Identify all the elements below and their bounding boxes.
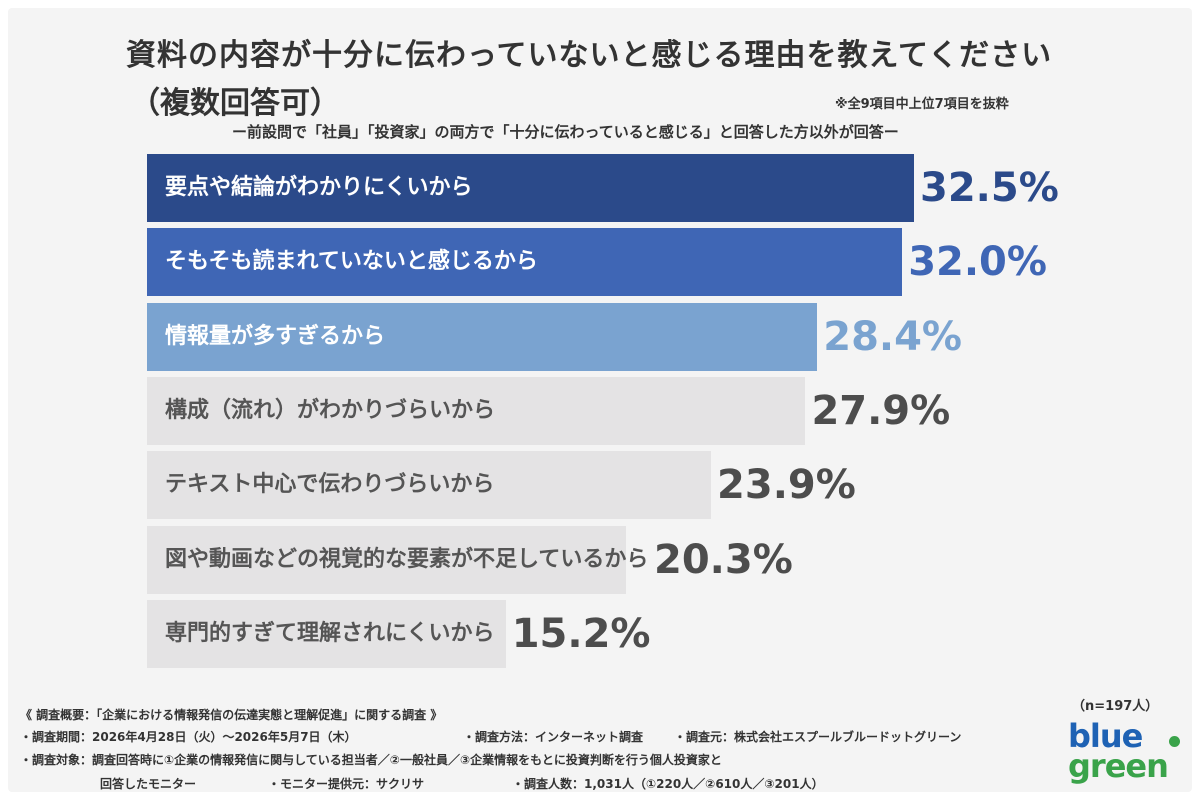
- bar-chart: 要点や結論がわかりにくいから 32.5% そもそも読まれていないと感じるから 32.0…: [147, 154, 1059, 668]
- survey-method: ・調査方法：インターネット調査: [463, 730, 644, 744]
- bar-1: [147, 154, 914, 222]
- bar-label-5: テキスト中心で伝わりづらいから: [165, 472, 495, 498]
- bar-value-5: 23.9%: [717, 462, 856, 509]
- bar-value-1: 32.5%: [920, 165, 1059, 211]
- logo-text-green: green: [1068, 747, 1169, 785]
- sample-size: （n=197人）: [1072, 699, 1159, 714]
- bar-3: [147, 302, 818, 371]
- chart-title: 資料の内容が十分に伝わっていないと感じる理由を教えてください: [126, 38, 1053, 73]
- excerpt-note: ※全9項目中上位7項目を抜粋: [835, 97, 1009, 112]
- survey-period: ・調査期間：2026年4月28日（火）〜2026年5月7日（木）: [20, 730, 357, 744]
- bar-2: [147, 228, 903, 297]
- bar-label-2: そもそも読まれていないと感じるから: [165, 249, 538, 275]
- bar-label-3: 情報量が多すぎるから: [165, 323, 386, 349]
- bar-value-4: 27.9%: [811, 387, 951, 434]
- logo-text-blue: blue: [1068, 717, 1143, 755]
- bar-label-4: 構成（流れ）がわかりづらいから: [165, 397, 496, 423]
- bar-label-1: 要点や結論がわかりにくいから: [165, 175, 473, 200]
- survey-source: ・調査元：株式会社エスプールブルードットグリーン: [674, 730, 962, 744]
- survey-overview: 《 調査概要：「企業における情報発信の伝達実態と理解促進」に関する調査 》: [20, 708, 443, 722]
- bar-value-3: 28.4%: [823, 313, 963, 360]
- chart-subtitle: ー前設問で「社員」「投資家」の両方で「十分に伝わっていると感じる」と回答した方以…: [232, 123, 899, 141]
- bar-label-6: 図や動画などの視覚的な要素が不足しているから: [165, 546, 649, 572]
- bluegreen-logo: blue green: [1068, 720, 1188, 790]
- bar-4: [147, 376, 806, 445]
- bar-label-7: 専門的すぎて理解されにくいから: [165, 620, 495, 646]
- chart-title-line2: （複数回答可）: [130, 86, 340, 121]
- bar-5: [147, 451, 712, 520]
- bar-7: [147, 599, 506, 668]
- bar-6: [147, 525, 627, 594]
- bar-value-7: 15.2%: [511, 610, 651, 657]
- survey-count: ・調査人数：1,031人（①220人／②610人／③201人）: [512, 777, 824, 791]
- logo-dot: [1169, 736, 1180, 747]
- bar-value-2: 32.0%: [908, 239, 1047, 286]
- bar-value-6: 20.3%: [654, 536, 793, 583]
- survey-target: ・調査対象：調査回答時に①企業の情報発信に関与している担当者／②一般社員／③企業…: [20, 753, 722, 767]
- monitor-provider: ・モニター提供元：サクリサ: [268, 777, 425, 791]
- survey-target-cont: 回答したモニター: [100, 777, 197, 791]
